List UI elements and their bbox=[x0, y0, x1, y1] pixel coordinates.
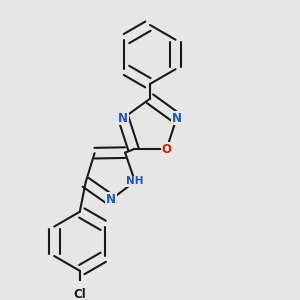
Text: N: N bbox=[106, 193, 116, 206]
Text: O: O bbox=[161, 143, 172, 156]
Text: NH: NH bbox=[126, 176, 144, 187]
Text: N: N bbox=[172, 112, 182, 124]
Text: Cl: Cl bbox=[74, 288, 86, 300]
Text: N: N bbox=[118, 112, 128, 124]
